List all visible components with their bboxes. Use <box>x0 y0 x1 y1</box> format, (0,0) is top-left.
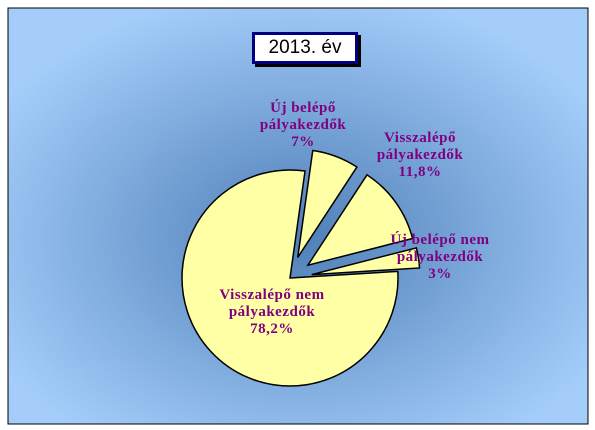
chart-title: 2013. év <box>252 32 358 64</box>
slice-label: Visszalépő pályakezdők <box>376 130 464 163</box>
slice-value-label: 7% <box>291 134 315 150</box>
slice-label: Új belépő nem pályakezdők <box>390 232 490 265</box>
pie-slice <box>181 169 399 387</box>
slice-label: Új belépő pályakezdők <box>259 100 347 133</box>
pie-slice <box>296 149 358 258</box>
slice-label: Visszalépő nem pályakezdők <box>219 287 325 320</box>
slice-value-label: 11,8% <box>398 164 442 180</box>
slice-value-label: 3% <box>428 266 452 282</box>
pie-slice <box>306 173 414 267</box>
slice-value-label: 78,2% <box>250 321 294 337</box>
pie-slice <box>311 246 421 276</box>
